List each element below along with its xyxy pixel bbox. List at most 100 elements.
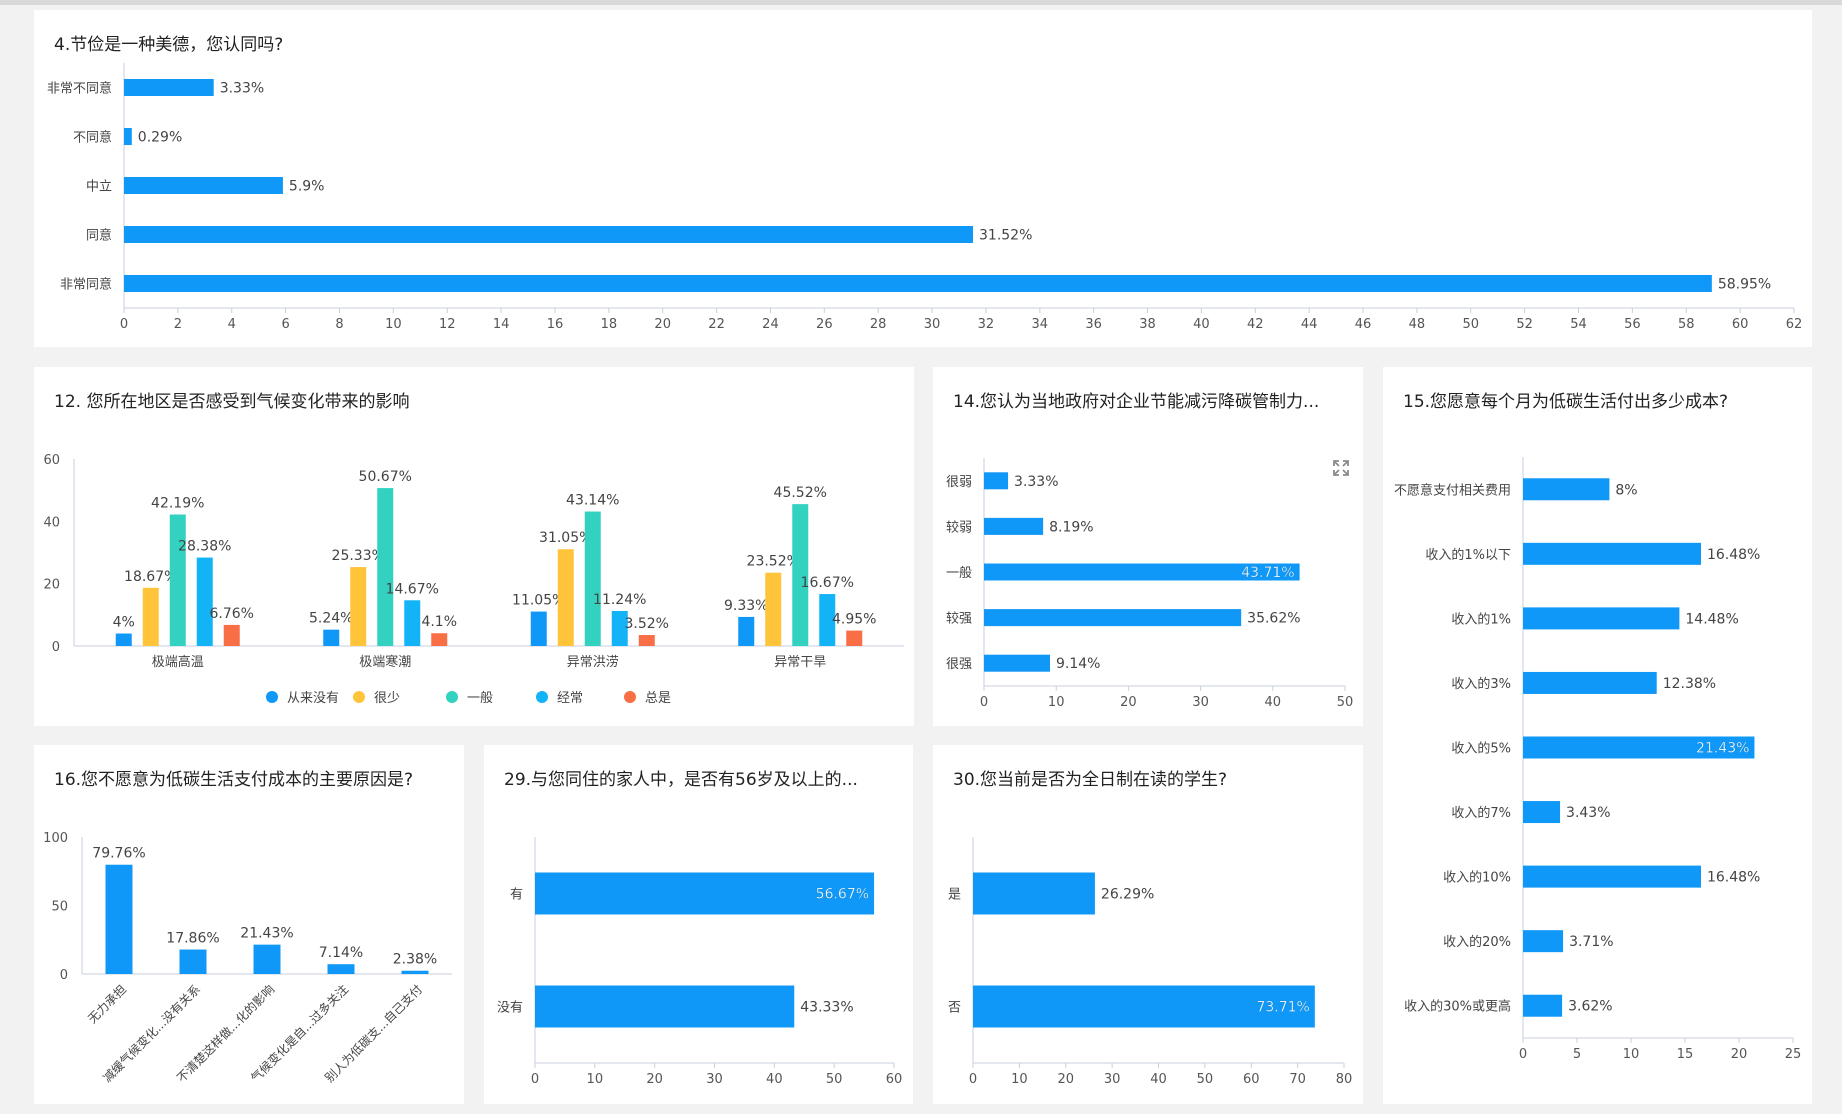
x-tick-label: 20 xyxy=(1731,1047,1748,1062)
chart-q12: 0 20 40 60 极端高温 4% 18.67% 42.19% 28.38% 6.76% 极端寒潮… xyxy=(43,453,904,706)
chart-title-q16: 16.您不愿意为低碳生活支付成本的主要原因是? xyxy=(54,770,414,790)
bar xyxy=(105,864,133,974)
x-tick-label: 52 xyxy=(1516,317,1533,332)
bar xyxy=(973,872,1095,915)
chart-card-q14: 14.您认为当地政府对企业节能减污降碳管制力... 0 10 20 30 40 50 很弱 3… xyxy=(933,367,1363,726)
x-tick-label: 46 xyxy=(1355,317,1372,332)
data-label: 0.29% xyxy=(138,130,182,146)
x-tick-label: 50 xyxy=(1463,317,1480,332)
data-label: 9.14% xyxy=(1056,656,1100,672)
x-tick-label: 20 xyxy=(1057,1072,1074,1087)
x-tick-label: 80 xyxy=(1336,1072,1353,1087)
x-tick-label: 40 xyxy=(1193,317,1210,332)
bar xyxy=(350,567,367,646)
data-label: 5.9% xyxy=(289,179,325,195)
data-label: 79.76% xyxy=(92,846,145,862)
x-tick-label: 24 xyxy=(762,317,779,332)
data-label: 56.67% xyxy=(816,887,869,903)
x-tick-label: 60 xyxy=(1732,317,1749,332)
category-label: 收入的1%以下 xyxy=(1425,547,1511,563)
bar xyxy=(142,587,159,646)
data-label: 42.19% xyxy=(151,496,204,512)
chart-title-q30: 30.您当前是否为全日制在读的学生? xyxy=(953,770,1228,790)
data-label: 2.38% xyxy=(393,952,437,968)
category-label: 收入的7% xyxy=(1451,805,1511,821)
x-tick-label: 54 xyxy=(1570,317,1587,332)
x-tick-label: 8 xyxy=(335,317,343,332)
x-tick-label: 0 xyxy=(980,695,988,710)
bar xyxy=(1523,478,1610,501)
x-tick-label: 40 xyxy=(1265,695,1282,710)
category-label: 收入的10% xyxy=(1443,870,1511,886)
chart-card-q16: 16.您不愿意为低碳生活支付成本的主要原因是? 0 50 100 79.76% 无力承担… xyxy=(34,745,464,1104)
category-label: 中立 xyxy=(86,180,112,195)
bar xyxy=(404,600,421,646)
data-label: 43.71% xyxy=(1241,565,1294,581)
chart-title-q12: 12. 您所在地区是否感受到气候变化带来的影响 xyxy=(54,392,410,412)
category-label: 很强 xyxy=(946,657,972,672)
category-label: 非常不同意 xyxy=(47,81,112,97)
chart-title-q4: 4.节俭是一种美德，您认同吗? xyxy=(54,35,284,55)
bar xyxy=(984,472,1009,490)
chart-card-q4: 4.节俭是一种美德，您认同吗? 0 2 4 6 8 10 12 14 16 18 20 22 24 26 2… xyxy=(34,10,1812,347)
x-tick-label: 14 xyxy=(493,317,510,332)
category-label: 不同意 xyxy=(73,130,112,146)
chart-card-q30: 30.您当前是否为全日制在读的学生? 0 10 20 30 40 50 60 70 80 是 26.… xyxy=(933,745,1363,1104)
bar xyxy=(765,572,782,646)
y-tick-label: 0 xyxy=(52,640,60,655)
x-tick-label: 60 xyxy=(1243,1072,1260,1087)
x-tick-label: 18 xyxy=(601,317,618,332)
category-label: 没有 xyxy=(497,1001,523,1016)
x-tick-label: 48 xyxy=(1409,317,1426,332)
data-label: 3.62% xyxy=(1568,999,1612,1015)
data-label: 16.48% xyxy=(1707,870,1760,886)
legend-marker xyxy=(266,691,278,703)
data-label: 14.67% xyxy=(386,581,439,597)
category-label: 收入的30%或更高 xyxy=(1404,999,1511,1015)
category-label: 收入的3% xyxy=(1451,676,1511,692)
data-label: 50.67% xyxy=(359,469,412,485)
bar xyxy=(984,654,1050,672)
chart-q16: 05010079.76%无力承担17.86%减缓气候变化...没有关系21.43… xyxy=(43,831,452,1085)
data-label: 4.95% xyxy=(832,612,876,628)
data-label: 14.48% xyxy=(1685,611,1738,627)
category-label: 较弱 xyxy=(946,520,972,535)
bar xyxy=(846,630,863,646)
x-tick-label: 20 xyxy=(1120,695,1137,710)
x-tick-label: 62 xyxy=(1786,317,1803,332)
data-label: 9.33% xyxy=(724,598,768,614)
category-label: 无力承担 xyxy=(85,982,129,1026)
x-tick-label: 50 xyxy=(1337,695,1354,710)
x-tick-label: 56 xyxy=(1624,317,1641,332)
category-label: 非常同意 xyxy=(60,277,112,293)
x-tick-label: 5 xyxy=(1573,1047,1581,1062)
chart-title-q14: 14.您认为当地政府对企业节能减污降碳管制力... xyxy=(953,392,1320,412)
chart-card-q12: 12. 您所在地区是否感受到气候变化带来的影响 0 20 40 60 极端高温 4% 18.… xyxy=(34,367,914,726)
bar xyxy=(377,488,394,646)
x-tick-label: 60 xyxy=(886,1072,903,1087)
data-label: 21.43% xyxy=(1696,741,1749,757)
bar xyxy=(1523,865,1701,888)
data-label: 25.33% xyxy=(332,548,385,564)
x-tick-label: 26 xyxy=(816,317,833,332)
chart-q15: 0 5 10 15 20 25 不愿意支付相关费用 8% 收入的1%以下 16.48% 收入的1% 1… xyxy=(1394,457,1802,1062)
legend-marker xyxy=(536,691,548,703)
data-label: 73.71% xyxy=(1256,1000,1309,1016)
y-tick-label: 0 xyxy=(60,968,68,983)
x-tick-label: 25 xyxy=(1785,1047,1802,1062)
category-label: 很弱 xyxy=(946,475,972,490)
y-tick-label: 100 xyxy=(43,831,68,846)
data-label: 21.43% xyxy=(240,926,293,942)
bar xyxy=(984,563,1300,581)
bar xyxy=(535,872,875,915)
bar xyxy=(819,594,836,646)
category-label: 极端高温 xyxy=(152,654,204,670)
bar xyxy=(401,970,429,974)
data-label: 11.05% xyxy=(512,593,565,609)
bar xyxy=(1523,671,1657,694)
x-tick-label: 44 xyxy=(1301,317,1318,332)
bar xyxy=(792,504,809,646)
expand-icon[interactable] xyxy=(1332,459,1350,477)
data-label: 5.24% xyxy=(309,611,353,627)
chart-q14: 0 10 20 30 40 50 很弱 3.33% 较弱 8.19% 一般 43.71% 较强 35.62… xyxy=(946,458,1354,710)
